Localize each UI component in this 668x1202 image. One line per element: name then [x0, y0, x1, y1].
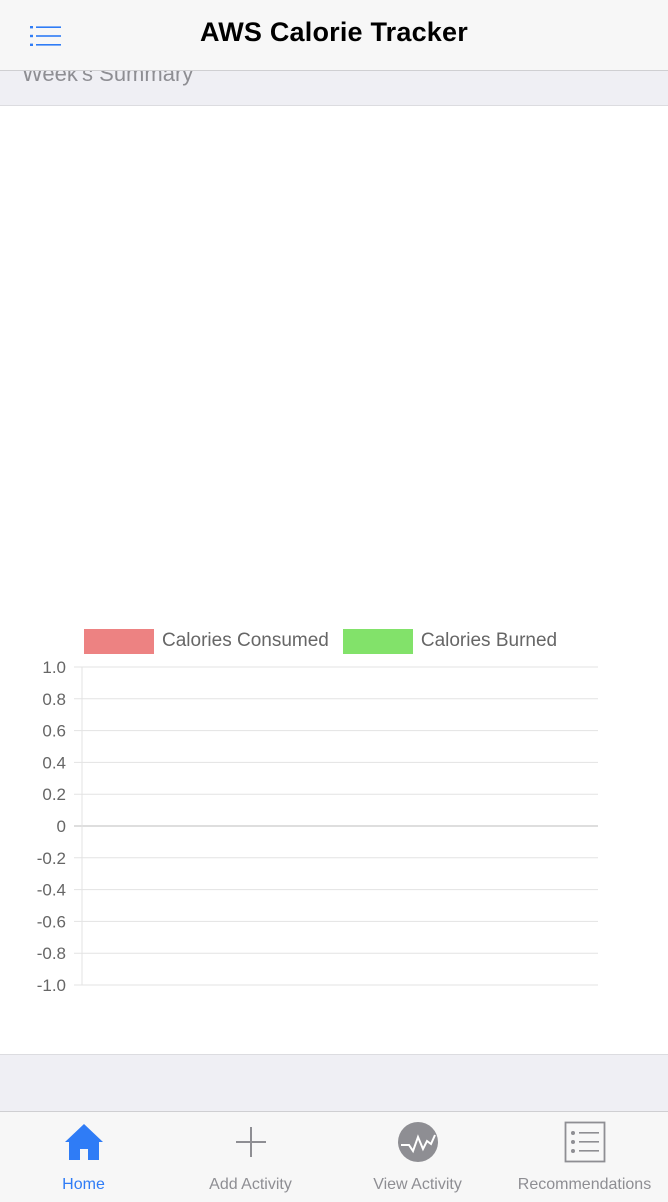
- menu-button[interactable]: [22, 16, 70, 56]
- home-icon: [62, 1120, 106, 1164]
- calorie-chart: 1.0 0.8 0.6 0.4 0.2 0 -0.2 -0.4 -0.6 -0.8 -1.0: [37, 658, 598, 995]
- legend-swatch-burned: [342, 628, 413, 654]
- y-tick-label: -0.4: [37, 881, 66, 900]
- tab-view-activity[interactable]: View Activity: [334, 1112, 501, 1202]
- tab-recommendations[interactable]: Recommendations: [501, 1112, 668, 1202]
- tab-home[interactable]: Home: [0, 1112, 167, 1202]
- y-tick-label: 0.6: [42, 722, 66, 741]
- activity-pulse-icon: [396, 1120, 440, 1164]
- y-tick-label: 0.2: [42, 785, 66, 804]
- list-menu-icon: [30, 26, 61, 46]
- legend-item-burned[interactable]: Calories Burned: [342, 628, 558, 654]
- legend-item-consumed[interactable]: Calories Consumed: [84, 628, 329, 654]
- checklist-icon: [563, 1120, 607, 1164]
- footer-band: [0, 1054, 668, 1111]
- plus-icon: [229, 1120, 273, 1164]
- legend-label-consumed: Calories Consumed: [162, 630, 329, 651]
- y-tick-label: -0.2: [37, 849, 66, 868]
- y-tick-label: 0.4: [42, 753, 66, 772]
- tab-home-label: Home: [62, 1176, 105, 1193]
- y-tick-label: 0: [57, 817, 66, 836]
- y-tick-label: -0.6: [37, 912, 66, 931]
- y-tick-label: -1.0: [37, 976, 66, 995]
- tab-add-activity[interactable]: Add Activity: [167, 1112, 334, 1202]
- chart-legend: Calories Consumed Calories Burned: [84, 628, 571, 654]
- legend-swatch-consumed: [84, 628, 154, 654]
- tab-bar: Home Add Activity View Activity: [0, 1111, 668, 1202]
- legend-label-burned: Calories Burned: [420, 630, 558, 651]
- tab-add-activity-label: Add Activity: [209, 1176, 292, 1193]
- y-tick-label: -0.8: [37, 944, 66, 963]
- y-tick-label: 0.8: [42, 690, 66, 709]
- y-tick-label: 1.0: [42, 658, 66, 677]
- section-header-label: Week's Summary: [22, 71, 194, 86]
- content-area: [0, 106, 668, 1054]
- section-header: Week's Summary: [0, 71, 668, 106]
- page-title: AWS Calorie Tracker: [200, 17, 468, 47]
- navigation-bar: AWS Calorie Tracker: [0, 0, 668, 71]
- tab-recommendations-label: Recommendations: [517, 1176, 652, 1193]
- tab-view-activity-label: View Activity: [373, 1176, 462, 1193]
